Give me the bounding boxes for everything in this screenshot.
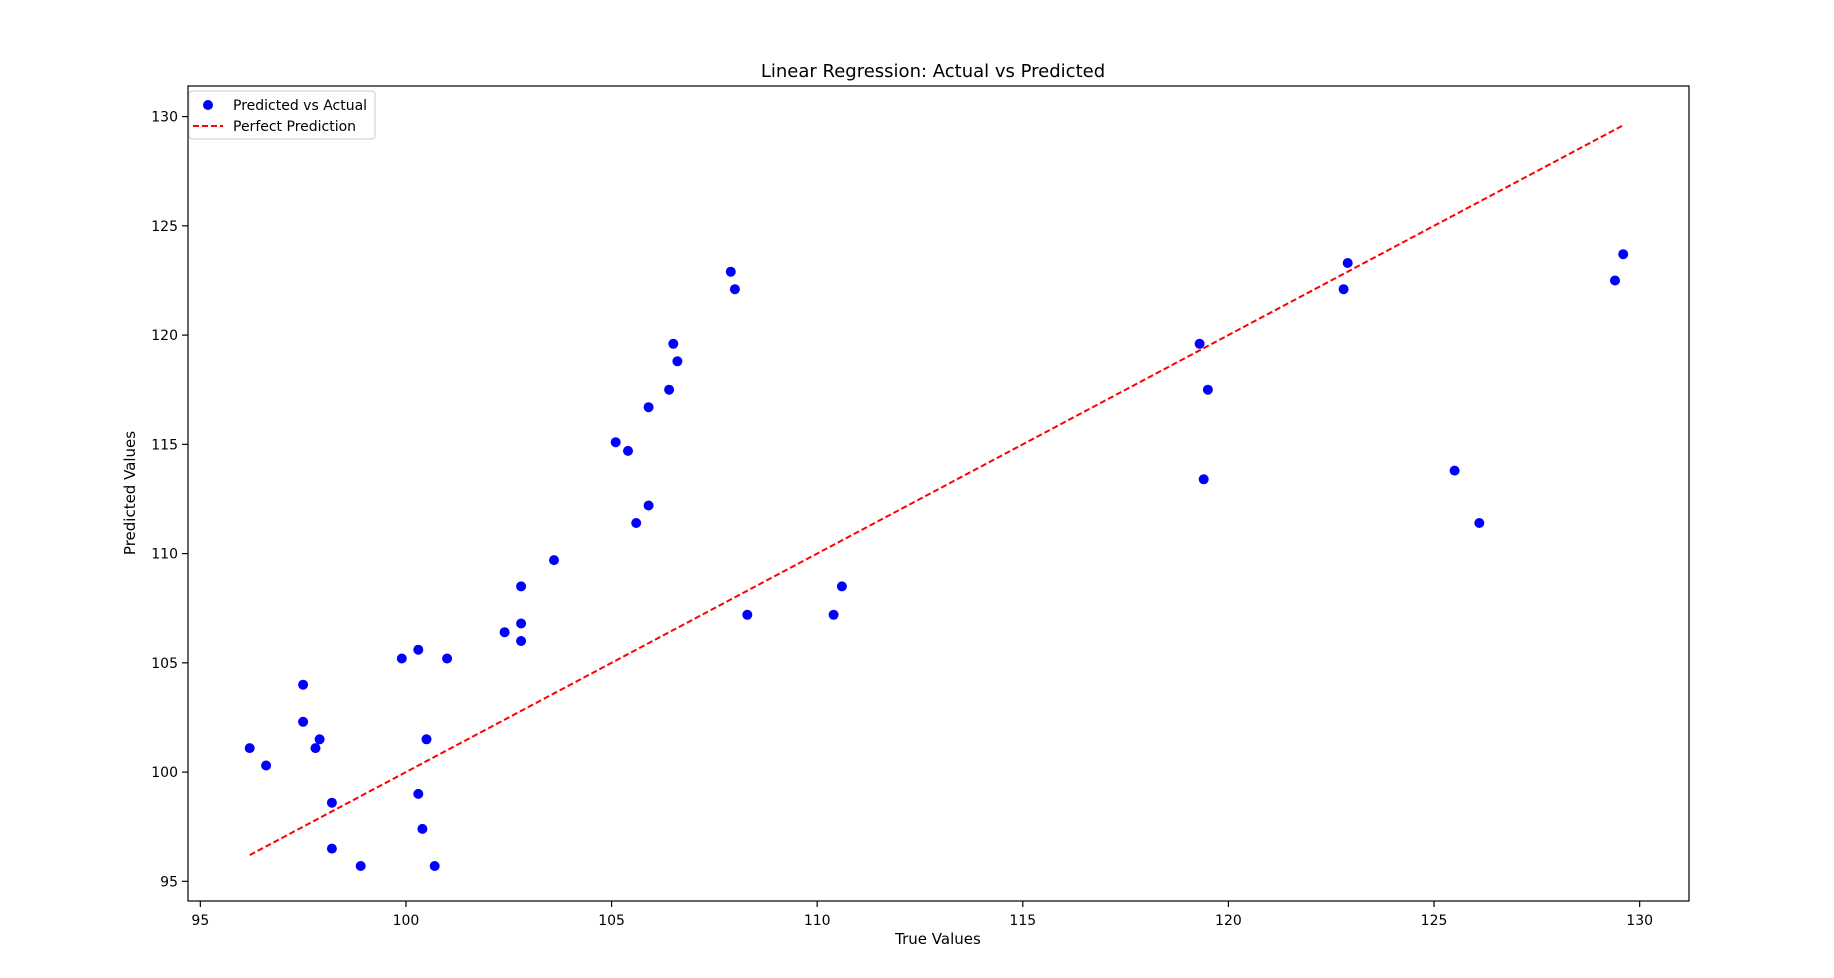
y-tick-label: 100 [151,765,178,781]
data-point [421,734,432,745]
x-axis: 95 100 105 110 115 120 125 130 [191,901,1653,929]
data-point [549,555,559,566]
data-point [1618,249,1629,260]
x-tick-label: 130 [1626,913,1653,929]
x-tick-label: 120 [1215,913,1242,929]
data-point [516,618,527,629]
x-tick-label: 115 [1009,913,1036,929]
x-tick-label: 125 [1421,913,1448,929]
y-tick-label: 110 [151,547,178,563]
data-point [244,743,255,754]
data-point [355,861,366,871]
data-point [417,823,428,834]
y-tick-label: 115 [151,437,178,453]
data-point [742,609,753,620]
data-point [413,644,424,655]
data-point [623,445,633,456]
data-point [442,653,453,664]
y-axis-label: Predicted Values [121,431,139,555]
data-point [828,609,839,620]
data-point [1449,465,1460,476]
data-point [298,716,309,727]
data-point [326,797,337,808]
data-point [643,500,654,511]
data-point [413,788,424,799]
data-point [516,636,527,646]
data-point [725,266,736,277]
data-point [836,581,847,592]
data-point [261,760,272,771]
y-tick-label: 120 [151,328,178,344]
axes-frame [187,85,1690,902]
legend-marker-scatter [203,100,213,110]
data-point [631,518,642,528]
y-tick-label: 130 [151,110,178,126]
data-point [1198,474,1209,485]
data-point [668,338,679,349]
y-tick-label: 95 [160,874,178,890]
data-point [729,284,740,295]
data-point [310,743,321,754]
data-point [610,437,621,448]
data-point [1342,258,1353,268]
x-tick-label: 110 [804,913,831,929]
data-point [326,843,337,854]
data-point [314,734,325,745]
data-point [298,679,309,690]
legend: Predicted vs Actual Perfect Prediction [188,90,376,140]
data-point [1338,284,1349,295]
x-tick-label: 105 [598,913,625,929]
data-point [643,402,654,413]
data-point [664,384,675,395]
x-tick-label: 95 [191,913,209,929]
y-tick-label: 105 [151,656,178,672]
data-point [1202,384,1213,395]
chart-title: Linear Regression: Actual vs Predicted [761,61,1105,82]
y-axis: 95 100 105 110 115 120 125 130 [151,110,188,890]
legend-label-scatter: Predicted vs Actual [233,98,367,114]
y-tick-label: 125 [151,219,178,235]
legend-box [188,90,376,140]
data-point [499,627,510,638]
x-axis-label: True Values [894,930,981,948]
data-point [516,581,527,592]
data-point [429,861,440,871]
data-point [672,356,683,367]
x-tick-label: 100 [393,913,420,929]
data-point [1194,338,1205,349]
data-point [396,653,407,664]
plot-area [244,124,1629,871]
data-point [1474,518,1485,528]
legend-label-line: Perfect Prediction [233,119,356,135]
data-point [1610,275,1620,286]
perfect-prediction-line [249,124,1624,856]
